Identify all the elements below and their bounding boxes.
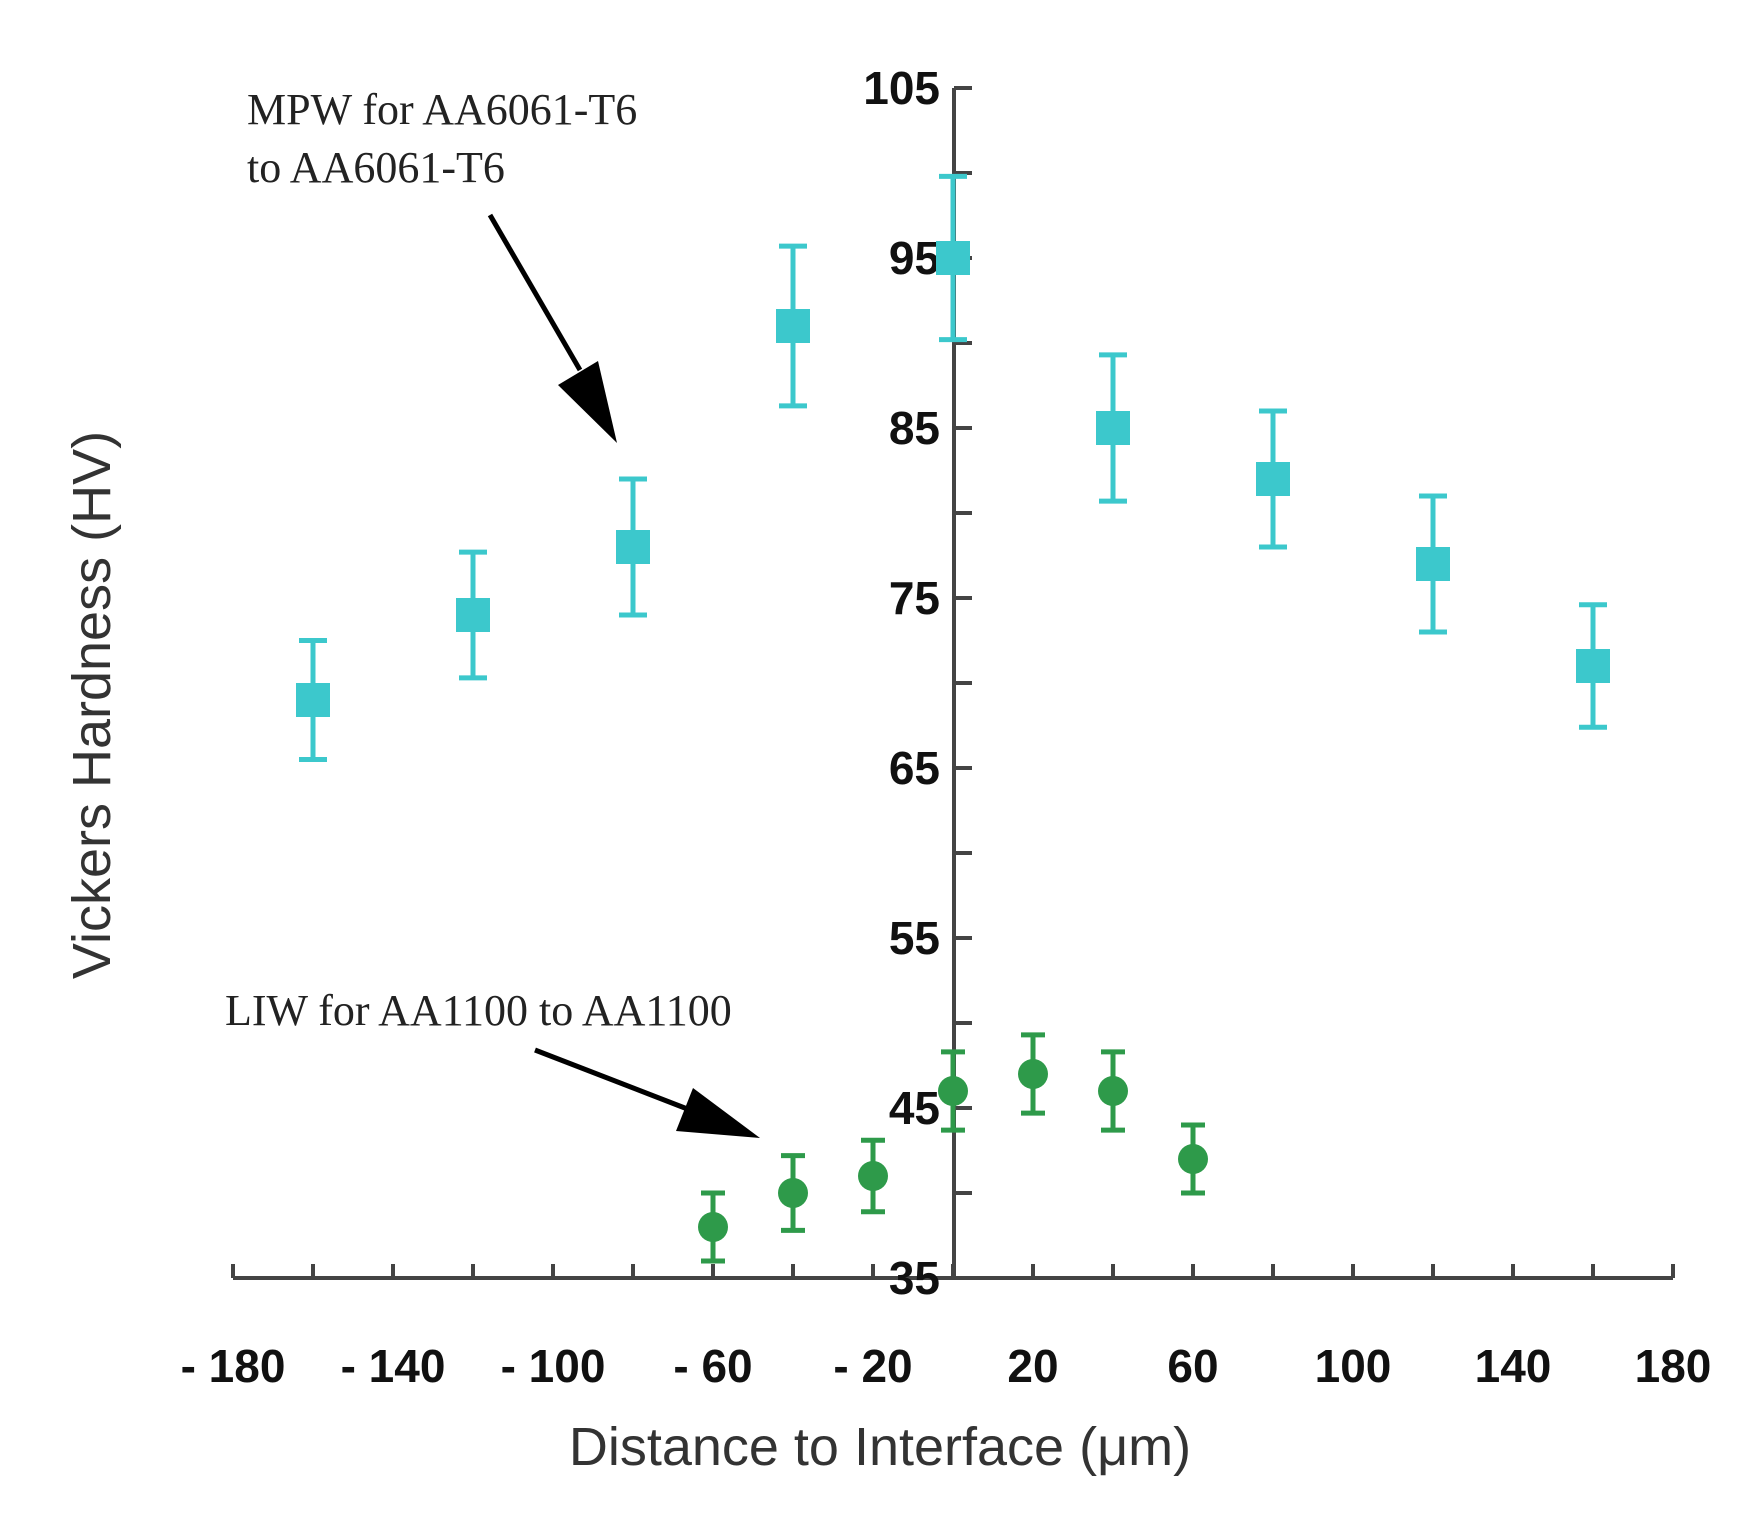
series-0-square-point — [1416, 547, 1450, 581]
x-tick-label: 60 — [1167, 1340, 1218, 1392]
series-1-circle-point — [858, 1161, 888, 1191]
x-tick-label: - 100 — [501, 1340, 606, 1392]
y-tick-label: 55 — [889, 912, 940, 964]
series-1-circle-point — [778, 1178, 808, 1208]
series-0-square-point — [296, 683, 330, 717]
x-tick-label: 180 — [1635, 1340, 1712, 1392]
x-tick-label: 20 — [1007, 1340, 1058, 1392]
x-tick-label: - 20 — [833, 1340, 912, 1392]
series-1-circle-point — [1018, 1059, 1048, 1089]
series-0-square-point — [456, 598, 490, 632]
series-0-square-point — [936, 241, 970, 275]
series-1-circle-point — [698, 1212, 728, 1242]
y-tick-label: 45 — [889, 1082, 940, 1134]
mpw-arrow-shaft — [487, 213, 583, 372]
mpw-annotation-label: to AA6061-T6 — [247, 143, 505, 192]
x-tick-label: 100 — [1315, 1340, 1392, 1392]
y-tick-label: 65 — [889, 742, 940, 794]
series-1-circle-point — [1098, 1076, 1128, 1106]
liw-arrow-shaft — [534, 1047, 691, 1113]
y-tick-label: 95 — [889, 232, 940, 284]
series-0-square-point — [1576, 649, 1610, 683]
y-tick-label: 35 — [889, 1252, 940, 1304]
series-0-square-point — [1256, 462, 1290, 496]
annotations-group: MPW for AA6061-T6 to AA6061-T6 LIW for AA1… — [225, 85, 760, 1138]
series-0-square-point — [1096, 411, 1130, 445]
series-1-circle-point — [938, 1076, 968, 1106]
markers-group — [296, 241, 1610, 1242]
y-tick-label: 85 — [889, 402, 940, 454]
x-tick-label: - 180 — [181, 1340, 286, 1392]
axes-group: - 180 - 140 - 100 - 60 - 20 20 60 100 140 180 105 9… — [181, 62, 1712, 1392]
x-tick-label: 140 — [1475, 1340, 1552, 1392]
liw-arrowhead — [676, 1088, 760, 1138]
y-tick-label: 75 — [889, 572, 940, 624]
series-0-square-point — [616, 530, 650, 564]
mpw-annotation-label: MPW for AA6061-T6 — [247, 85, 637, 134]
series-1-circle-point — [1178, 1144, 1208, 1174]
series-0-square-point — [776, 309, 810, 343]
x-axis-title: Distance to Interface (μm) — [569, 1417, 1191, 1477]
x-tick-label: - 140 — [341, 1340, 446, 1392]
y-axis-title: Vickers Hardness (HV) — [62, 431, 122, 979]
mpw-arrowhead — [558, 361, 617, 443]
x-tick-label: - 60 — [673, 1340, 752, 1392]
liw-annotation-label: LIW for AA1100 to AA1100 — [225, 986, 732, 1035]
y-tick-label: 105 — [863, 62, 940, 114]
